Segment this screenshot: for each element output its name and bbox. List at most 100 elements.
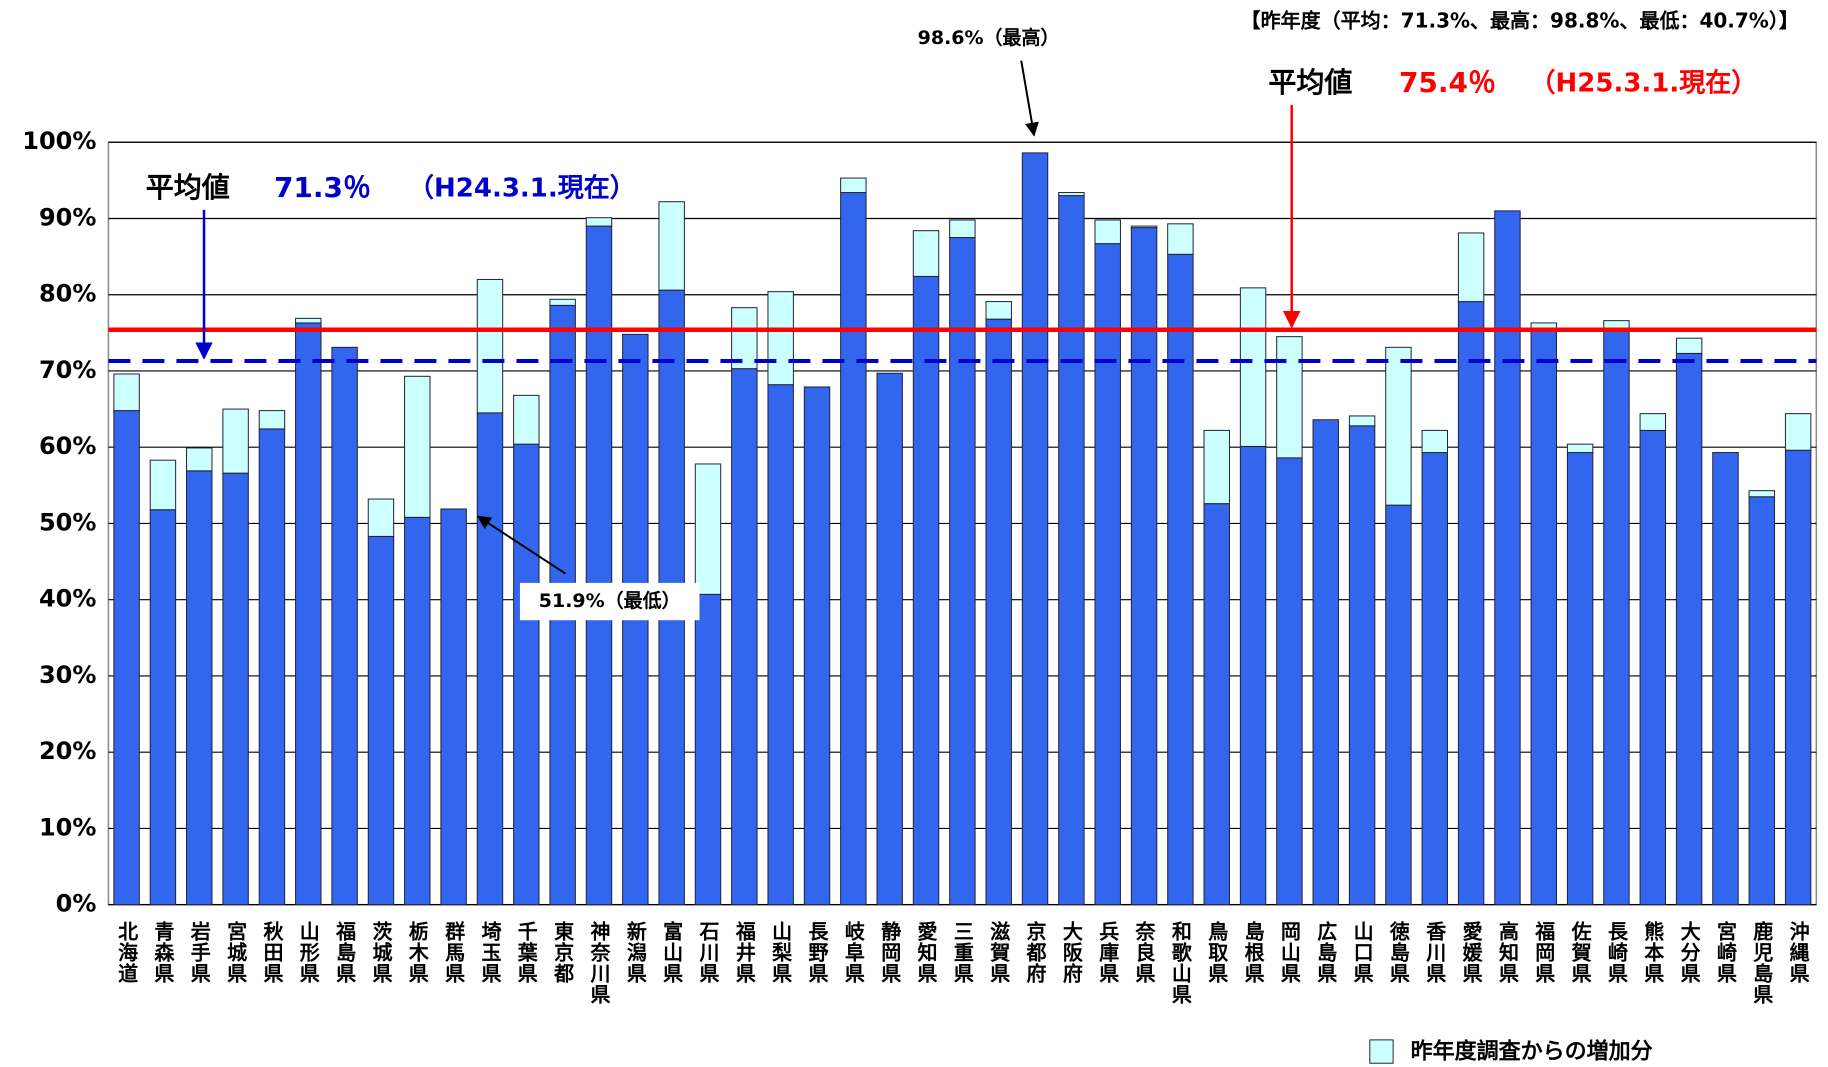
reference-value: 71.3％: [274, 171, 371, 204]
bar-segment: [1021, 152, 1049, 906]
bar-segment: [1457, 232, 1485, 303]
x-tick-label: 香川県: [1422, 920, 1447, 984]
x-tick-label: 福井県: [732, 920, 757, 984]
y-tick-label: 30%: [39, 661, 96, 689]
bar-segment: [840, 177, 867, 194]
y-tick-label: 80%: [39, 280, 96, 308]
y-tick-label: 0%: [56, 890, 97, 918]
bar-segment: [1058, 192, 1085, 197]
bar-segment: [1348, 425, 1376, 906]
reference-label: 平均値: [1268, 66, 1352, 99]
x-tick-label: 滋賀県: [986, 920, 1011, 984]
y-tick-label: 40%: [39, 585, 96, 613]
bar-segment: [1058, 195, 1085, 906]
x-tick-label: 埼玉県: [477, 920, 502, 984]
x-tick-label: 岐阜県: [841, 920, 866, 984]
bar-segment: [985, 301, 1012, 320]
x-tick-label: 沖縄県: [1786, 920, 1811, 984]
bar-segment: [767, 291, 794, 386]
bar-segment: [1312, 419, 1339, 906]
bar-segment: [295, 322, 322, 906]
x-tick-label: 山口県: [1350, 920, 1375, 984]
y-tick-label: 60%: [39, 432, 96, 460]
x-tick-label: 奈良県: [1132, 920, 1157, 984]
bar-segment: [1566, 443, 1594, 454]
bar-segment: [295, 317, 322, 324]
bar-segment: [222, 408, 249, 474]
x-tick-label: 京都府: [1023, 920, 1048, 984]
bar-segment: [1094, 243, 1121, 906]
bar-segment: [1203, 429, 1230, 505]
bar-segment: [1276, 336, 1303, 459]
bar-segment: [912, 275, 940, 906]
x-tick-label: 福岡県: [1531, 920, 1556, 984]
bar-segment: [876, 372, 903, 906]
x-tick-label: 静岡県: [877, 920, 902, 984]
y-tick-label: 20%: [39, 737, 96, 765]
bar-segment: [767, 384, 794, 906]
bar-segment: [1457, 301, 1485, 906]
bar-segment: [1784, 449, 1812, 906]
y-tick-label: 10%: [39, 813, 96, 841]
x-tick-label: 鹿児島県: [1749, 920, 1774, 1005]
x-tick-label: 兵庫県: [1095, 920, 1120, 984]
bar-segment: [1421, 429, 1448, 454]
bar-segment: [1094, 219, 1121, 245]
bar-segment: [404, 516, 431, 906]
reference-note: （H25.3.1.現在）: [1530, 68, 1758, 98]
x-tick-label: 愛知県: [914, 920, 939, 984]
bar-segment: [367, 498, 395, 537]
x-tick-label: 三重県: [950, 920, 975, 984]
y-tick-label: 70%: [39, 356, 96, 384]
bar-segment: [1494, 210, 1521, 906]
bar-segment: [694, 593, 722, 906]
annotation-arrow: [1020, 60, 1039, 137]
x-tick-label: 島根県: [1241, 920, 1266, 984]
bar-segment: [476, 278, 504, 414]
bar-segment: [113, 410, 140, 906]
bar-segment: [1639, 413, 1667, 431]
x-tick-label: 山梨県: [768, 920, 793, 984]
y-tick-label: 100%: [22, 127, 96, 155]
bar-segment: [949, 237, 976, 906]
x-tick-label: 茨城県: [368, 920, 393, 984]
bar-segment: [1385, 504, 1412, 906]
x-tick-label: 富山県: [659, 920, 684, 984]
bar-segment: [912, 230, 940, 277]
bar-segment: [731, 368, 758, 906]
x-tick-label: 秋田県: [259, 920, 284, 984]
bar-segment: [1712, 452, 1739, 906]
bar-segment: [1421, 452, 1448, 906]
x-tick-label: 長崎県: [1604, 920, 1629, 984]
bar-segment: [149, 459, 177, 511]
bar-segment: [186, 470, 213, 906]
y-tick-label: 90%: [39, 203, 96, 231]
x-tick-label: 徳島県: [1386, 920, 1411, 984]
bar-segment: [186, 447, 213, 472]
bar-segment: [803, 386, 831, 906]
bar-segment: [1167, 253, 1194, 906]
bar-segment: [549, 298, 576, 306]
bar-segment: [1675, 352, 1703, 906]
bar-segment: [585, 225, 613, 906]
bar-segment: [1276, 457, 1303, 906]
x-tick-label: 群馬県: [441, 920, 466, 984]
bar-segment: [513, 443, 540, 906]
x-tick-label: 宮崎県: [1713, 920, 1738, 984]
x-tick-label: 長野県: [805, 920, 829, 984]
annotation: 98.6%（最高）: [918, 26, 1060, 49]
bar-segment: [1675, 337, 1703, 354]
bar-segment: [113, 373, 140, 412]
x-tick-label: 広島県: [1313, 920, 1338, 984]
annotation: 51.9%（最低）: [539, 589, 681, 612]
bar-segment: [1167, 223, 1194, 255]
x-tick-label: 東京都: [550, 920, 575, 984]
bar-segment: [585, 217, 613, 227]
bar-segment: [149, 509, 177, 906]
annotation-box: [519, 582, 700, 621]
note: 【昨年度（平均：71.3%、最高：98.8%、最低：40.7%）】: [1241, 9, 1799, 33]
legend-label: 昨年度調査からの増加分: [1411, 1039, 1653, 1065]
bar-segment: [1639, 429, 1667, 906]
x-tick-label: 千葉県: [514, 920, 539, 984]
